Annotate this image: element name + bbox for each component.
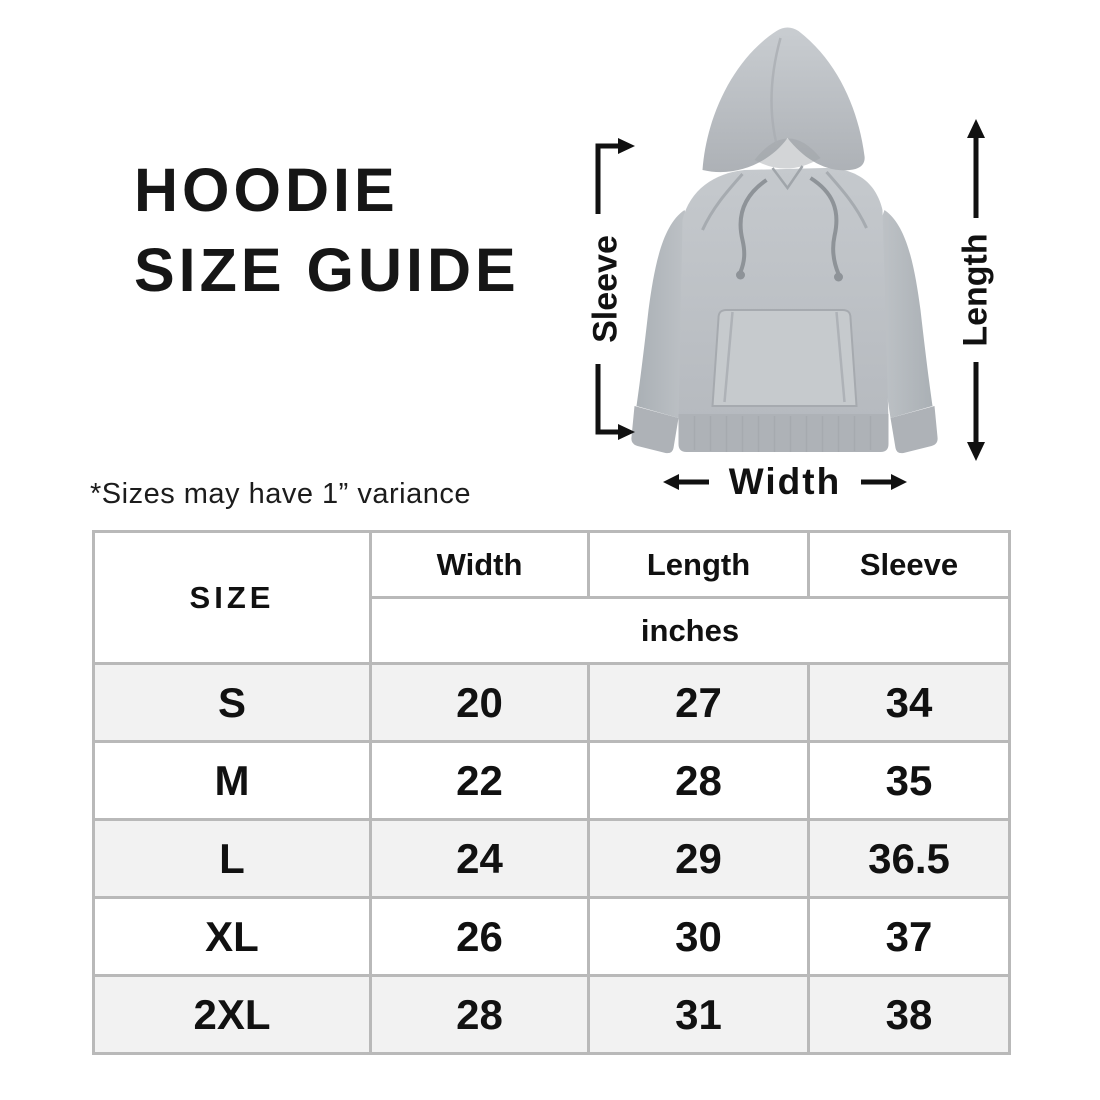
hoodie-left-cuff	[631, 406, 679, 454]
length-value: 28	[587, 740, 810, 821]
sleeve-measure-annotation: Sleeve	[574, 136, 638, 442]
table-row: XL 26 30 37	[92, 896, 1011, 977]
width-value: 22	[369, 740, 590, 821]
sleeve-value: 38	[807, 974, 1011, 1055]
hoodie-hood	[702, 27, 865, 191]
width-label: Width	[728, 461, 842, 502]
length-column-header: Length	[587, 530, 810, 599]
width-measure-annotation: Width	[630, 458, 940, 506]
page-title-line-2: SIZE GUIDE	[134, 236, 520, 304]
size-label: M	[92, 740, 372, 821]
width-column-header: Width	[369, 530, 590, 599]
table-unit-row: inches	[94, 596, 1011, 665]
unit-header: inches	[369, 596, 1011, 665]
width-value: 26	[369, 896, 590, 977]
size-label: S	[92, 662, 372, 743]
length-label: Length	[956, 233, 995, 347]
hoodie-right-cuff	[890, 406, 938, 454]
length-value: 29	[587, 818, 810, 899]
right-arrow-icon	[861, 474, 908, 490]
length-double-arrow-icon	[967, 119, 985, 461]
sleeve-value: 35	[807, 740, 1011, 821]
size-label: XL	[92, 896, 372, 977]
hoodie-hem	[678, 414, 889, 452]
variance-note: *Sizes may have 1” variance	[90, 478, 471, 510]
size-label: L	[92, 818, 372, 899]
length-measure-annotation: Length	[948, 118, 1004, 462]
sleeve-value: 36.5	[807, 818, 1011, 899]
table-row: M 22 28 35	[92, 740, 1011, 821]
page-title: HOODIE SIZE GUIDE	[134, 150, 520, 310]
hoodie-kangaroo-pocket	[711, 309, 858, 407]
hoodie-left-sleeve	[631, 210, 694, 454]
size-column-header: SIZE	[92, 530, 372, 665]
left-arrow-icon	[662, 474, 709, 490]
sleeve-value: 34	[807, 662, 1011, 743]
table-row: S 20 27 34	[92, 662, 1011, 743]
hoodie-right-sleeve	[875, 210, 938, 454]
table-row: L 24 29 36.5	[92, 818, 1011, 899]
hoodie-drawstrings	[736, 176, 843, 282]
table-row: 2XL 28 31 38	[92, 974, 1011, 1055]
sleeve-column-header: Sleeve	[807, 530, 1011, 599]
hoodie-image	[631, 27, 938, 454]
width-value: 24	[369, 818, 590, 899]
page-title-line-1: HOODIE	[134, 156, 399, 224]
length-value: 30	[587, 896, 810, 977]
width-value: 28	[369, 974, 590, 1055]
size-label: 2XL	[92, 974, 372, 1055]
width-value: 20	[369, 662, 590, 743]
length-value: 31	[587, 974, 810, 1055]
sleeve-label: Sleeve	[586, 235, 625, 343]
hoodie-seams	[701, 171, 868, 231]
sleeve-value: 37	[807, 896, 1011, 977]
length-value: 27	[587, 662, 810, 743]
size-table: SIZE Width Length Sleeve inches S 20 27 …	[92, 530, 1011, 1055]
table-header-row: SIZE Width Length Sleeve	[92, 530, 1011, 665]
sleeve-bracket-arrow-icon	[595, 138, 635, 440]
